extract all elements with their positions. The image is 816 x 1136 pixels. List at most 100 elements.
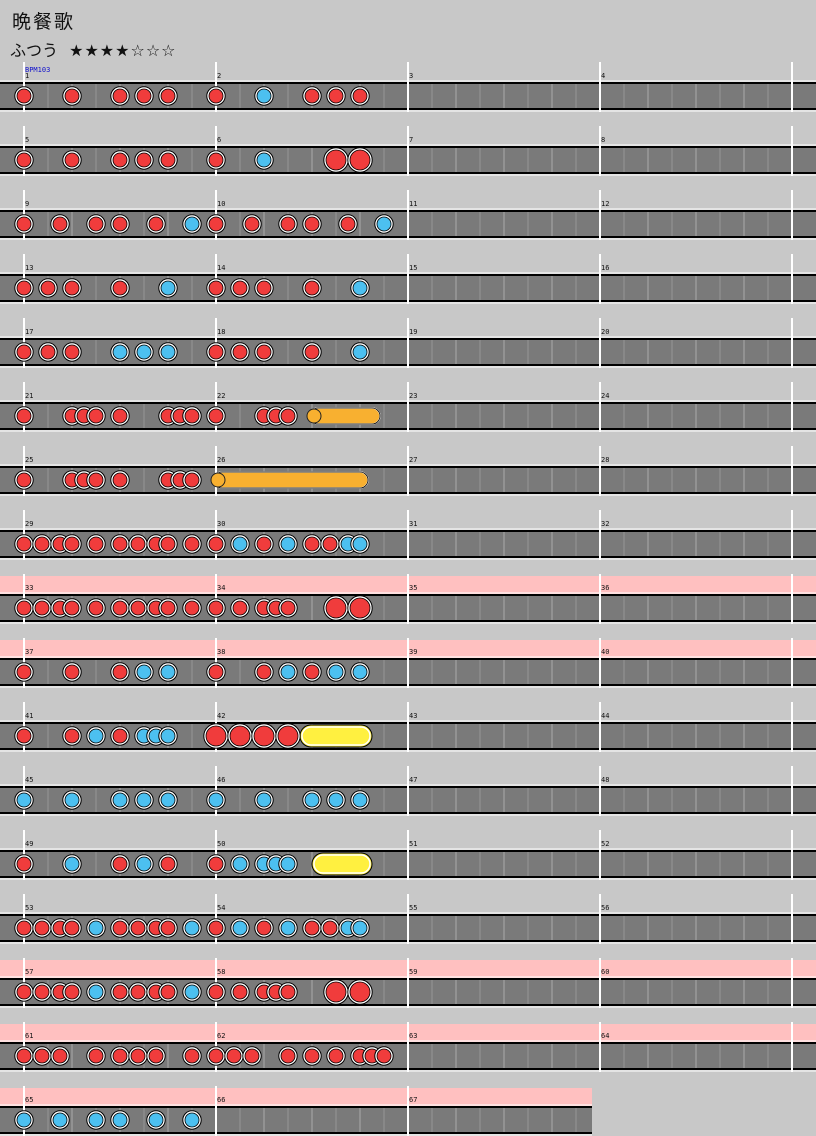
measure-number: 56	[601, 904, 609, 912]
note-face	[136, 344, 152, 360]
note-face	[280, 536, 296, 552]
measure-number: 63	[409, 1032, 417, 1040]
note-face	[136, 152, 152, 168]
note-face	[208, 216, 224, 232]
note-face	[280, 664, 296, 680]
note-face	[112, 1048, 128, 1064]
measure-number: 16	[601, 264, 609, 272]
note-face	[88, 984, 104, 1000]
note-face	[112, 792, 128, 808]
note-face	[112, 280, 128, 296]
measure-number: 59	[409, 968, 417, 976]
measure-number: 3	[409, 72, 413, 80]
note-face	[112, 984, 128, 1000]
measure-number: 53	[25, 904, 33, 912]
measure-number: 49	[25, 840, 33, 848]
measure-number: 32	[601, 520, 609, 528]
note-face	[160, 536, 176, 552]
note-face	[16, 280, 32, 296]
note-face	[256, 664, 272, 680]
note-face	[16, 408, 32, 424]
difficulty-row: ふつう ★★★★☆☆☆	[10, 37, 177, 61]
balloon-roll-highlight	[313, 854, 371, 874]
measure-number: 62	[217, 1032, 225, 1040]
note-face	[64, 152, 80, 168]
note-face	[304, 536, 320, 552]
note-face	[52, 1048, 68, 1064]
measure-number: 66	[217, 1096, 225, 1104]
note-face	[112, 600, 128, 616]
note-face	[352, 536, 368, 552]
note-face	[112, 1112, 128, 1128]
note-face	[352, 344, 368, 360]
note-face	[322, 536, 338, 552]
note-face	[160, 88, 176, 104]
note-face	[184, 1112, 200, 1128]
note-face	[88, 408, 104, 424]
note-face	[325, 597, 347, 619]
note-face	[52, 216, 68, 232]
note-face	[328, 792, 344, 808]
note-face	[256, 88, 272, 104]
note-face	[64, 536, 80, 552]
note-face	[208, 88, 224, 104]
note-face	[184, 536, 200, 552]
note-face	[244, 1048, 260, 1064]
measure-number: 12	[601, 200, 609, 208]
measure-number: 31	[409, 520, 417, 528]
note-face	[130, 536, 146, 552]
bpm-label: BPM103	[25, 66, 51, 74]
measure-number: 29	[25, 520, 33, 528]
note-face	[256, 536, 272, 552]
note-face	[64, 88, 80, 104]
note-face	[16, 728, 32, 744]
note-face	[184, 216, 200, 232]
note-face	[136, 856, 152, 872]
note-face	[232, 280, 248, 296]
note-face	[34, 536, 50, 552]
note-face	[304, 792, 320, 808]
note-face	[148, 1112, 164, 1128]
note-face	[304, 280, 320, 296]
note-face	[352, 920, 368, 936]
measure-number: 44	[601, 712, 609, 720]
balloon-roll-note	[299, 724, 373, 748]
note-face	[280, 600, 296, 616]
note-face	[16, 984, 32, 1000]
note-face	[352, 280, 368, 296]
note-face	[160, 600, 176, 616]
note-face	[160, 920, 176, 936]
note-face	[16, 664, 32, 680]
note-face	[130, 984, 146, 1000]
note-face	[88, 472, 104, 488]
note-face	[112, 152, 128, 168]
note-face	[64, 728, 80, 744]
balloon-roll-highlight	[301, 726, 371, 746]
measure-number: 26	[217, 456, 225, 464]
note-face	[16, 344, 32, 360]
note-face	[112, 856, 128, 872]
note-face	[34, 984, 50, 1000]
note-face	[349, 981, 371, 1003]
note-face	[64, 344, 80, 360]
note-face	[130, 1048, 146, 1064]
note-face	[112, 664, 128, 680]
gogo-band	[0, 1088, 592, 1106]
note-face	[304, 1048, 320, 1064]
measure-number: 65	[25, 1096, 33, 1104]
note-face	[184, 984, 200, 1000]
measure-number: 15	[409, 264, 417, 272]
note-face	[256, 152, 272, 168]
note-face	[112, 472, 128, 488]
measure-number: 19	[409, 328, 417, 336]
measure-number: 23	[409, 392, 417, 400]
note-face	[352, 664, 368, 680]
measure-number: 45	[25, 776, 33, 784]
measure-number: 42	[217, 712, 225, 720]
measure-number: 8	[601, 136, 605, 144]
note-face	[328, 664, 344, 680]
measure-number: 9	[25, 200, 29, 208]
measure-number: 20	[601, 328, 609, 336]
note-face	[112, 344, 128, 360]
measure-number: 2	[217, 72, 221, 80]
